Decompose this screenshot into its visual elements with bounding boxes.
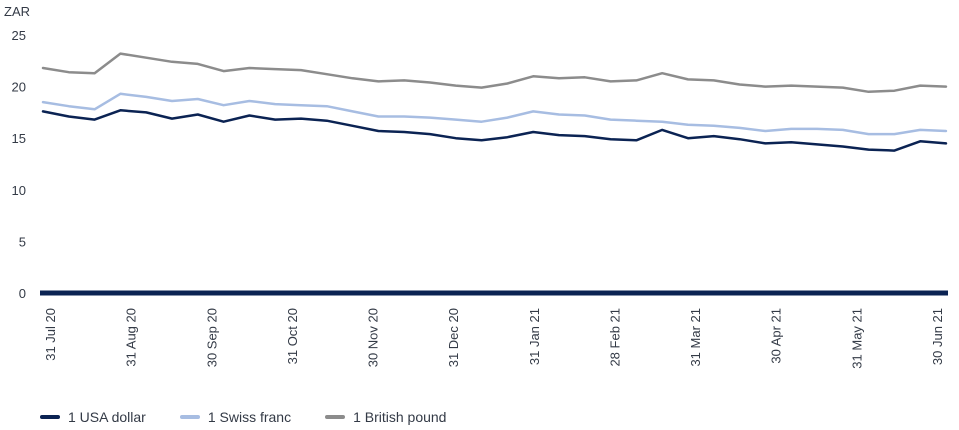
y-tick-label: 0	[19, 286, 26, 301]
x-tick-label: 31 Dec 20	[446, 308, 461, 367]
legend-swatch-chf	[179, 415, 200, 419]
legend-label-gbp: 1 British pound	[353, 409, 447, 425]
y-axis-unit-label: ZAR	[4, 4, 30, 19]
legend-label-usd: 1 USA dollar	[68, 409, 146, 425]
y-tick-label: 25	[12, 28, 26, 43]
legend-swatch-usd	[40, 415, 60, 419]
series-lines	[41, 52, 948, 152]
y-tick-label: 15	[12, 131, 26, 146]
x-tick-label: 31 Jul 20	[43, 308, 58, 361]
y-tick-label: 5	[19, 234, 26, 249]
x-tick-label: 31 Aug 20	[124, 308, 139, 367]
x-tick-label: 31 Jan 21	[527, 308, 542, 365]
x-tick-label: 31 Mar 21	[688, 308, 703, 367]
legend-swatch-gbp	[325, 415, 346, 419]
x-tick-label: 30 Nov 20	[366, 308, 381, 367]
legend-item-chf: 1 Swiss franc	[179, 409, 292, 425]
x-tick-label: 30 Jun 21	[930, 308, 945, 365]
x-tick-label: 28 Feb 21	[607, 308, 622, 367]
y-axis: 0 5 10 15 20 25	[12, 28, 26, 301]
y-tick-label: 10	[12, 183, 26, 198]
x-tick-label: 30 Sep 20	[204, 308, 219, 367]
x-tick-label: 30 Apr 21	[769, 308, 784, 364]
x-axis: 31 Jul 20 31 Aug 20 30 Sep 20 31 Oct 20 30 N…	[43, 308, 945, 369]
series-line-0	[41, 109, 948, 152]
y-tick-label: 20	[12, 80, 26, 95]
legend-item-gbp: 1 British pound	[325, 409, 446, 425]
series-line-2	[41, 52, 948, 94]
legend-item-usd: 1 USA dollar	[40, 409, 146, 425]
legend-label-chf: 1 Swiss franc	[207, 409, 292, 425]
x-tick-label: 31 Oct 20	[285, 308, 300, 364]
x-tick-label: 31 May 21	[849, 308, 864, 369]
legend: 1 USA dollar 1 Swiss franc 1 British pou…	[40, 409, 446, 425]
series-line-1	[41, 92, 948, 136]
